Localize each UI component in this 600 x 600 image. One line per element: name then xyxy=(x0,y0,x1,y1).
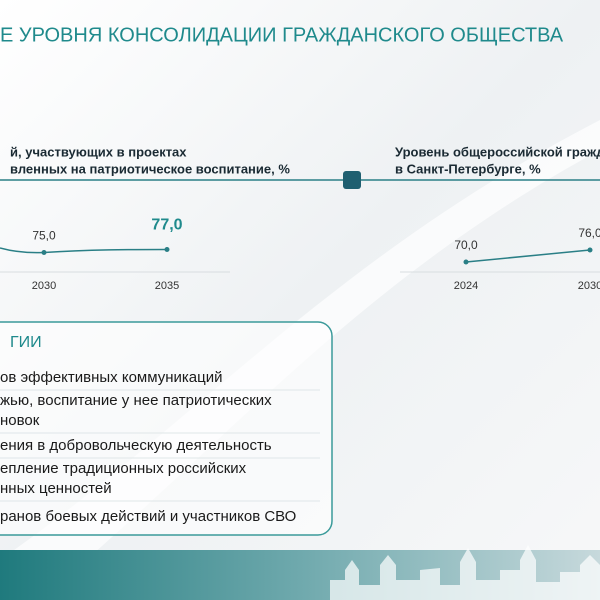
title: Е УРОВНЯ КОНСОЛИДАЦИИ ГРАЖДАНСКОГО ОБЩЕС… xyxy=(0,24,564,46)
box-item: новок xyxy=(0,412,40,429)
line xyxy=(43,248,168,254)
point xyxy=(164,247,170,252)
value-label: 75,0 xyxy=(32,229,56,243)
value-label: 70,0 xyxy=(454,238,478,252)
chart-title: Уровень общероссийской гражда xyxy=(395,144,600,159)
box-item: епление традиционных российских xyxy=(0,460,247,477)
box xyxy=(0,321,333,536)
x-label: 2030 xyxy=(32,280,56,292)
chart-title: й, участвующих в проектах xyxy=(10,144,187,159)
box-heading: ГИИ xyxy=(10,334,42,351)
chart-title: вленных на патриотическое воспитание, % xyxy=(10,161,290,176)
box-item: ения в добровольческую деятельность xyxy=(0,437,272,454)
value-label: 77,0 xyxy=(151,217,182,234)
point xyxy=(41,250,47,255)
x-label: 2035 xyxy=(155,280,179,292)
line-stub xyxy=(0,247,45,254)
divider-square xyxy=(343,171,361,189)
box-item: нных ценностей xyxy=(0,480,112,497)
skyline xyxy=(330,545,600,600)
point xyxy=(463,259,469,265)
x-label: 2024 xyxy=(454,280,478,292)
box-item: ов эффективных коммуникаций xyxy=(0,369,222,386)
box-item: ранов боевых действий и участников СВО xyxy=(0,508,296,525)
value-label: 76,0 xyxy=(578,226,600,240)
x-label: 2030 xyxy=(578,280,600,292)
chart-title: в Санкт-Петербурге, % xyxy=(395,161,541,176)
line xyxy=(465,249,591,263)
box-item: жью, воспитание у нее патриотических xyxy=(0,392,272,409)
point xyxy=(587,247,593,253)
